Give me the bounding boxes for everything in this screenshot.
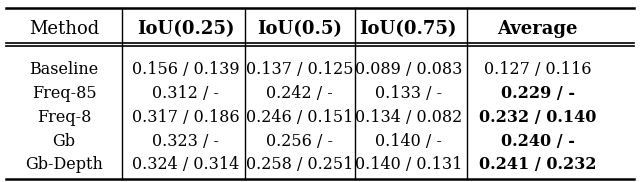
Text: 0.089 / 0.083: 0.089 / 0.083 <box>355 61 462 78</box>
Text: 0.258 / 0.251: 0.258 / 0.251 <box>246 156 353 173</box>
Text: 0.324 / 0.314: 0.324 / 0.314 <box>132 156 239 173</box>
Text: 0.133 / -: 0.133 / - <box>375 85 442 102</box>
Text: 0.323 / -: 0.323 / - <box>152 132 219 150</box>
Text: 0.232 / 0.140: 0.232 / 0.140 <box>479 109 596 126</box>
Text: Gb-Depth: Gb-Depth <box>25 156 103 173</box>
Text: 0.256 / -: 0.256 / - <box>266 132 333 150</box>
Text: Baseline: Baseline <box>29 61 99 78</box>
Text: 0.140 / 0.131: 0.140 / 0.131 <box>355 156 462 173</box>
Text: 0.229 / -: 0.229 / - <box>500 85 575 102</box>
Text: 0.241 / 0.232: 0.241 / 0.232 <box>479 156 596 173</box>
Text: 0.246 / 0.151: 0.246 / 0.151 <box>246 109 353 126</box>
Text: 0.137 / 0.125: 0.137 / 0.125 <box>246 61 353 78</box>
Text: IoU(0.25): IoU(0.25) <box>137 20 234 38</box>
Text: Freq-8: Freq-8 <box>37 109 91 126</box>
Text: 0.240 / -: 0.240 / - <box>500 132 575 150</box>
Text: IoU(0.75): IoU(0.75) <box>360 20 457 38</box>
Text: 0.156 / 0.139: 0.156 / 0.139 <box>132 61 239 78</box>
Text: 0.317 / 0.186: 0.317 / 0.186 <box>132 109 239 126</box>
Text: Average: Average <box>497 20 578 38</box>
Text: Freq-85: Freq-85 <box>32 85 96 102</box>
Text: Gb: Gb <box>52 132 76 150</box>
Text: 0.242 / -: 0.242 / - <box>266 85 333 102</box>
Text: 0.312 / -: 0.312 / - <box>152 85 219 102</box>
Text: 0.134 / 0.082: 0.134 / 0.082 <box>355 109 462 126</box>
Text: Method: Method <box>29 20 99 38</box>
Text: 0.127 / 0.116: 0.127 / 0.116 <box>484 61 591 78</box>
Text: 0.140 / -: 0.140 / - <box>375 132 442 150</box>
Text: IoU(0.5): IoU(0.5) <box>257 20 342 38</box>
